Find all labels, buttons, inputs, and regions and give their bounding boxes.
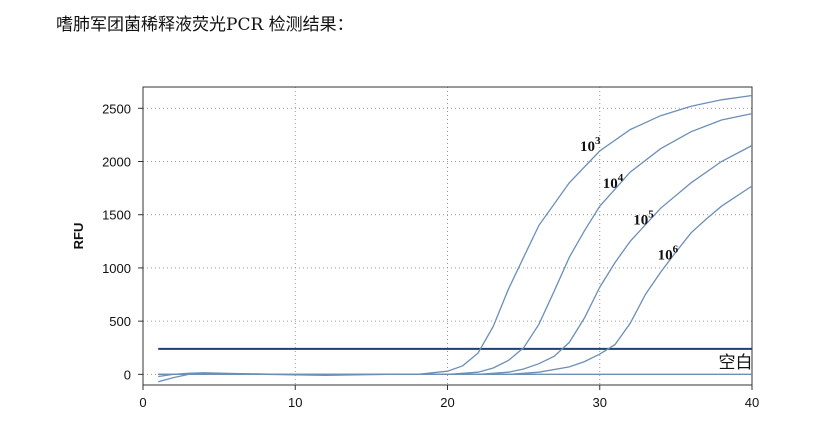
- amplification-curve: [158, 185, 753, 376]
- y-tick-label: 2000: [102, 155, 131, 170]
- y-tick-label: 1000: [102, 261, 131, 276]
- x-tick-label: 40: [745, 395, 759, 410]
- y-tick-label: 0: [124, 367, 131, 382]
- series-label: 106: [658, 243, 679, 263]
- y-tick-label: 2500: [102, 101, 131, 116]
- x-tick-label: 0: [139, 395, 146, 410]
- y-axis-label: RFU: [71, 223, 86, 250]
- page-title: 嗜肺军团菌稀释液荧光PCR 检测结果：: [56, 15, 354, 35]
- x-tick-label: 30: [593, 395, 607, 410]
- amplification-curve: [158, 112, 753, 376]
- series-label: 104: [603, 172, 624, 192]
- y-tick-label: 1500: [102, 208, 131, 223]
- y-tick-label: 500: [109, 314, 131, 329]
- series-label: 105: [633, 208, 654, 228]
- amplification-curve: [158, 94, 753, 376]
- x-tick-label: 20: [440, 395, 454, 410]
- x-tick-label: 10: [288, 395, 302, 410]
- threshold-label: 空白: [719, 353, 753, 373]
- amplification-curve: [158, 144, 753, 376]
- series-label: 103: [580, 135, 601, 155]
